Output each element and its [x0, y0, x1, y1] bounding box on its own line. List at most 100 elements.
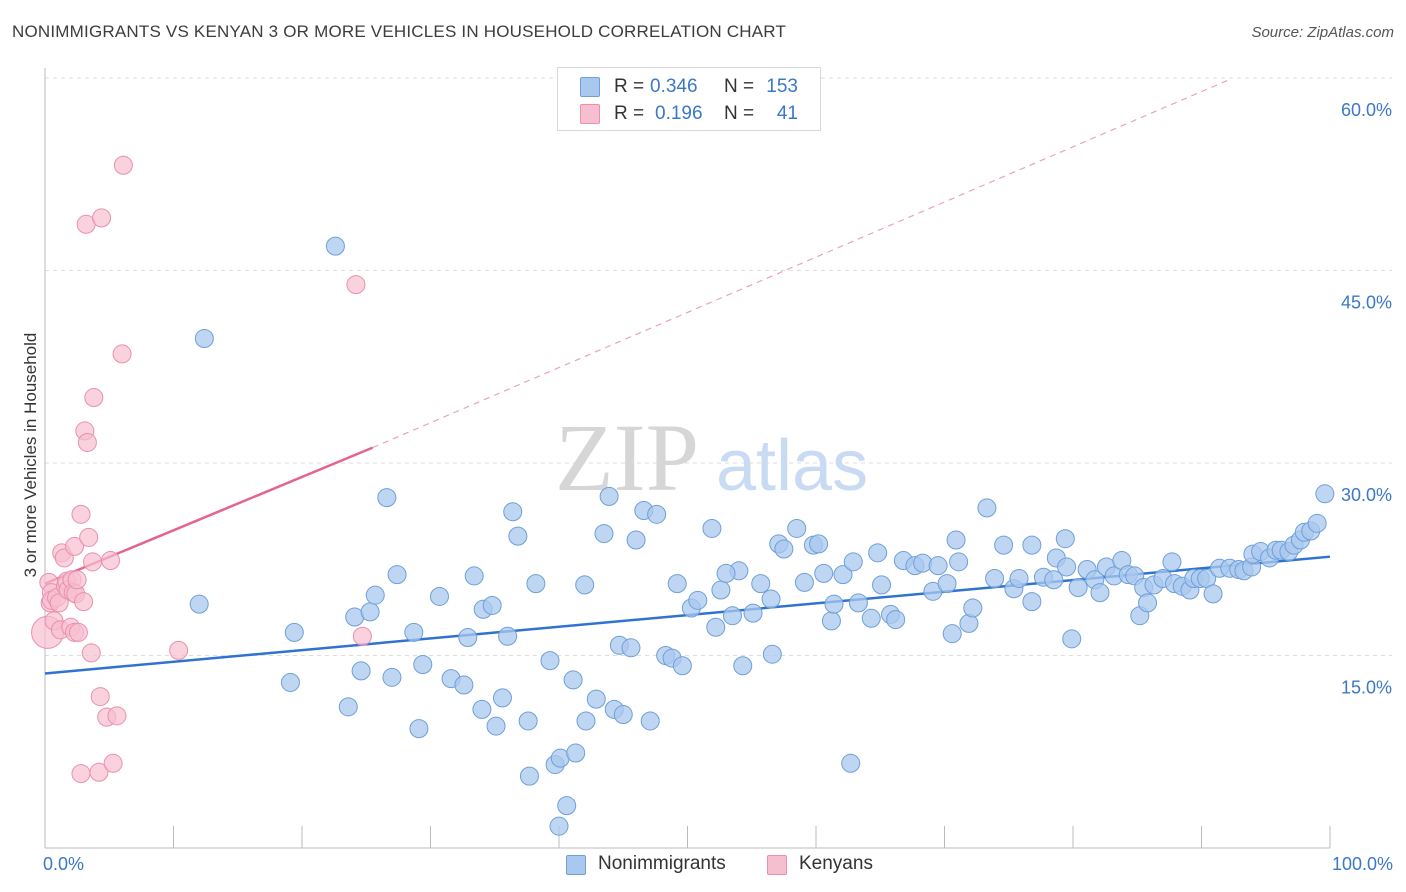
data-point-nonimmigrants [387, 565, 407, 585]
data-point-nonimmigrants [194, 329, 214, 349]
data-point-nonimmigrants [928, 556, 948, 576]
data-point-nonimmigrants [942, 624, 962, 644]
data-point-nonimmigrants [868, 543, 888, 563]
data-point-nonimmigrants [733, 656, 753, 676]
data-point-nonimmigrants [621, 638, 641, 658]
data-point-nonimmigrants [994, 535, 1014, 555]
data-point-nonimmigrants [377, 488, 397, 508]
data-point-nonimmigrants [814, 563, 834, 583]
data-point-kenyans [81, 643, 101, 663]
data-point-nonimmigrants [576, 711, 596, 731]
r-value: 0.196 [655, 103, 703, 124]
legend-label: Kenyans [799, 853, 873, 874]
data-point-nonimmigrants [575, 575, 595, 595]
data-point-nonimmigrants [464, 566, 484, 586]
data-point-kenyans [65, 536, 85, 556]
data-point-nonimmigrants [1044, 570, 1064, 590]
legend-swatch-blue [566, 855, 586, 875]
data-point-nonimmigrants [640, 711, 660, 731]
data-point-nonimmigrants [498, 626, 518, 646]
data-point-kenyans [169, 640, 189, 660]
data-point-nonimmigrants [1315, 484, 1335, 504]
data-point-kenyans [68, 622, 88, 642]
legend-swatch-pink [580, 104, 600, 124]
data-point-nonimmigrants [861, 608, 881, 628]
data-point-nonimmigrants [751, 574, 771, 594]
data-point-nonimmigrants [824, 594, 844, 614]
data-point-kenyans [77, 432, 97, 452]
data-point-nonimmigrants [563, 670, 583, 690]
data-point-nonimmigrants [1203, 584, 1223, 604]
data-point-nonimmigrants [963, 598, 983, 618]
data-point-nonimmigrants [566, 743, 586, 763]
data-point-nonimmigrants [848, 593, 868, 613]
data-point-kenyans [67, 570, 87, 590]
data-point-nonimmigrants [672, 656, 692, 676]
data-point-nonimmigrants [351, 661, 371, 681]
legend-swatch-pink [767, 855, 787, 875]
data-point-nonimmigrants [508, 526, 528, 546]
data-point-kenyans [83, 552, 103, 572]
data-point-nonimmigrants [1055, 529, 1075, 549]
data-point-nonimmigrants [794, 572, 814, 592]
chart-title: NONIMMIGRANTS VS KENYAN 3 OR MORE VEHICL… [12, 22, 787, 41]
data-point-nonimmigrants [429, 586, 449, 606]
data-point-nonimmigrants [458, 628, 478, 648]
stats-legend: R = 0.346 N = 153 R = 0.196 N = 41 [557, 67, 821, 131]
trend-line-kenyans-extended [372, 80, 1228, 449]
data-point-nonimmigrants [454, 675, 474, 695]
data-point-nonimmigrants [540, 651, 560, 671]
data-point-nonimmigrants [189, 594, 209, 614]
data-point-nonimmigrants [1162, 552, 1182, 572]
r-label: R = [614, 103, 645, 124]
data-point-nonimmigrants [626, 530, 646, 550]
data-point-nonimmigrants [526, 574, 546, 594]
data-point-kenyans [89, 762, 109, 782]
data-point-nonimmigrants [688, 590, 708, 610]
data-point-nonimmigrants [338, 697, 358, 717]
legend-row-kenyans: R = 0.196 N = 41 [558, 101, 820, 127]
n-label: N = [724, 76, 755, 97]
data-point-nonimmigrants [716, 563, 736, 583]
series-nonimmigrants [189, 236, 1335, 836]
data-point-nonimmigrants [774, 539, 794, 559]
data-point-nonimmigrants [886, 610, 906, 630]
data-point-kenyans [92, 208, 112, 228]
data-point-kenyans [71, 504, 91, 524]
data-point-kenyans [101, 551, 121, 571]
data-point-nonimmigrants [549, 816, 569, 836]
data-point-nonimmigrants [1068, 577, 1088, 597]
axes [44, 68, 1331, 849]
data-point-kenyans [107, 706, 127, 726]
data-point-kenyans [74, 592, 94, 612]
data-point-nonimmigrants [503, 502, 523, 522]
y-axis-label: 3 or more Vehicles in Household [21, 333, 40, 578]
data-point-nonimmigrants [722, 606, 742, 626]
legend-row-nonimmigrants: R = 0.346 N = 153 [558, 74, 820, 100]
source-label: Source: ZipAtlas.com [1251, 24, 1394, 41]
data-point-nonimmigrants [647, 504, 667, 524]
data-point-kenyans [90, 687, 110, 707]
data-point-nonimmigrants [382, 667, 402, 687]
data-point-nonimmigrants [1022, 592, 1042, 612]
data-point-nonimmigrants [518, 711, 538, 731]
data-point-kenyans [84, 388, 104, 408]
y-tick-label: 15.0% [1341, 678, 1392, 698]
data-point-nonimmigrants [711, 580, 731, 600]
data-point-nonimmigrants [1062, 629, 1082, 649]
n-value: 153 [766, 76, 798, 97]
data-point-nonimmigrants [365, 585, 385, 605]
watermark: ZIP atlas [555, 404, 868, 511]
data-point-nonimmigrants [833, 565, 853, 585]
data-point-nonimmigrants [946, 530, 966, 550]
data-point-nonimmigrants [325, 236, 345, 256]
data-point-kenyans [103, 753, 123, 773]
data-point-nonimmigrants [594, 524, 614, 544]
data-point-nonimmigrants [821, 611, 841, 631]
data-point-nonimmigrants [404, 622, 424, 642]
data-point-kenyans [79, 527, 99, 547]
data-point-nonimmigrants [613, 705, 633, 725]
data-point-nonimmigrants [409, 719, 429, 739]
data-point-nonimmigrants [762, 644, 782, 664]
